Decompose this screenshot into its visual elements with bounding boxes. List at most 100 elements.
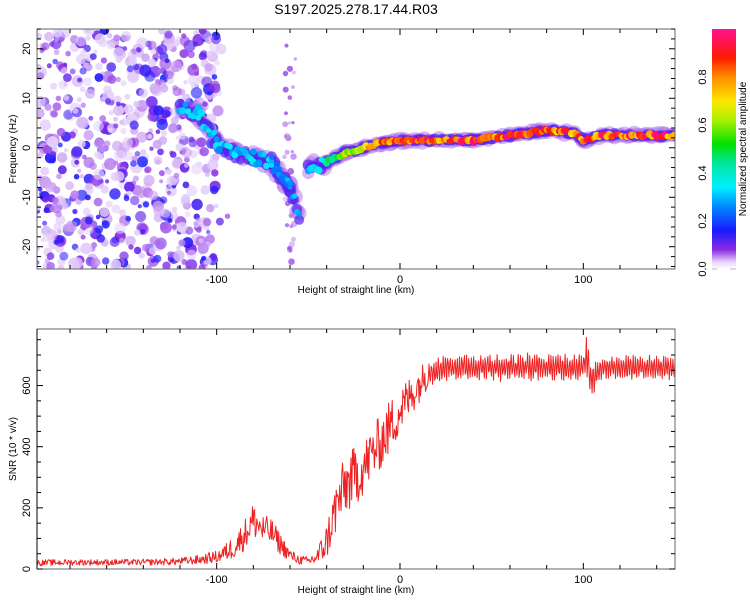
noise-blob [168,123,178,134]
colorbar-tick-label-2: 0.4 [697,165,709,180]
noise-blob [72,108,79,114]
noise-blob [71,221,78,228]
colorbar-tick-label-1: 0.2 [697,213,709,228]
noise-blob [104,158,117,170]
noise-blob [149,146,154,151]
spectrogram-x-axis-label: Height of straight line (km) [298,285,415,296]
noise-blob [62,223,71,232]
noise-blob [107,74,117,84]
noise-blob [158,29,166,35]
noise-blob [123,195,130,202]
noise-blob [37,246,40,252]
noise-blob [93,120,104,132]
ridge-mark [263,162,270,169]
noise-blob [124,34,131,42]
ridge-mark [182,102,189,108]
noise-blob [291,236,296,242]
noise-blob [146,265,152,269]
noise-blob [176,221,188,233]
noise-blob [159,84,169,93]
noise-blob [83,130,94,141]
noise-blob [170,257,175,263]
noise-blob [63,95,70,101]
snr-y-ticks [37,339,675,570]
colorbar: 0.0 0.2 0.4 0.6 0.8 Normalized spectral … [697,29,749,277]
ridge-mark [273,160,281,168]
noise-blob [282,154,287,160]
noise-blob [211,169,219,177]
noise-blob [119,119,125,125]
noise-blob [79,86,86,93]
spectrogram-panel: -100 0 100 -20 -10 0 10 20 Height of str… [8,28,676,296]
spectrogram-xtick-label-0: 0 [397,274,403,286]
noise-blob [46,252,55,260]
noise-blob [80,102,86,108]
noise-blob [160,208,171,218]
noise-blob [293,57,297,61]
ridge-mark [296,211,303,217]
snr-x-axis-label: Height of straight line (km) [298,585,415,596]
noise-blob [186,249,197,260]
noise-blob [109,188,121,200]
noise-blob [152,200,164,212]
snr-xtick-label-neg100: -100 [206,574,228,586]
noise-blob [100,57,107,64]
noise-blob [113,123,119,129]
noise-blob [88,115,94,121]
noise-blob [282,196,287,202]
noise-blob [130,160,137,167]
snr-ytick-label-0: 0 [21,566,33,572]
noise-blob [122,150,133,161]
noise-blob [93,49,98,54]
noise-blob [211,153,220,162]
noise-blob [133,100,140,108]
noise-blob [128,57,138,66]
noise-blob [198,238,204,244]
noise-blob [171,158,183,169]
noise-blob [182,237,194,249]
noise-blob [46,261,55,269]
spectrogram-ytick-label-neg10: -10 [21,189,33,205]
noise-blob [56,173,62,180]
noise-blob [206,204,215,213]
noise-blob [94,151,102,159]
ridge-mark [292,193,298,199]
noise-blob [112,47,125,59]
noise-blob [79,174,85,179]
noise-blob [167,190,172,195]
noise-blob [84,216,93,225]
noise-blob [136,37,148,49]
ridge-mark [287,180,293,186]
noise-blob [102,257,110,265]
noise-blob [85,35,91,41]
noise-blob [290,150,294,154]
noise-blob [107,33,113,39]
noise-blob [77,228,84,236]
noise-blob [113,116,118,122]
noise-blob [53,49,60,56]
noise-blob [57,264,64,269]
noise-blob [51,110,58,118]
snr-xtick-label-100: 100 [574,574,592,586]
noise-blob [55,195,66,206]
noise-blob [77,139,86,148]
spectrogram-xtick-label-100: 100 [574,274,592,286]
noise-blob [143,174,155,187]
noise-blob [75,198,82,205]
noise-blob [40,166,50,176]
noise-blob [182,181,190,189]
noise-blob [55,215,66,225]
noise-blob [104,140,111,147]
noise-blob [292,70,296,75]
noise-blob [110,259,122,269]
noise-blob [108,127,114,133]
noise-blob [77,77,83,83]
noise-blob [150,48,157,55]
noise-blob [59,251,69,261]
colorbar-tick-label-3: 0.6 [697,117,709,132]
spectrogram-frame [36,28,676,270]
noise-blob [181,147,192,158]
ridge-mark [215,145,223,154]
noise-blob [284,111,288,116]
